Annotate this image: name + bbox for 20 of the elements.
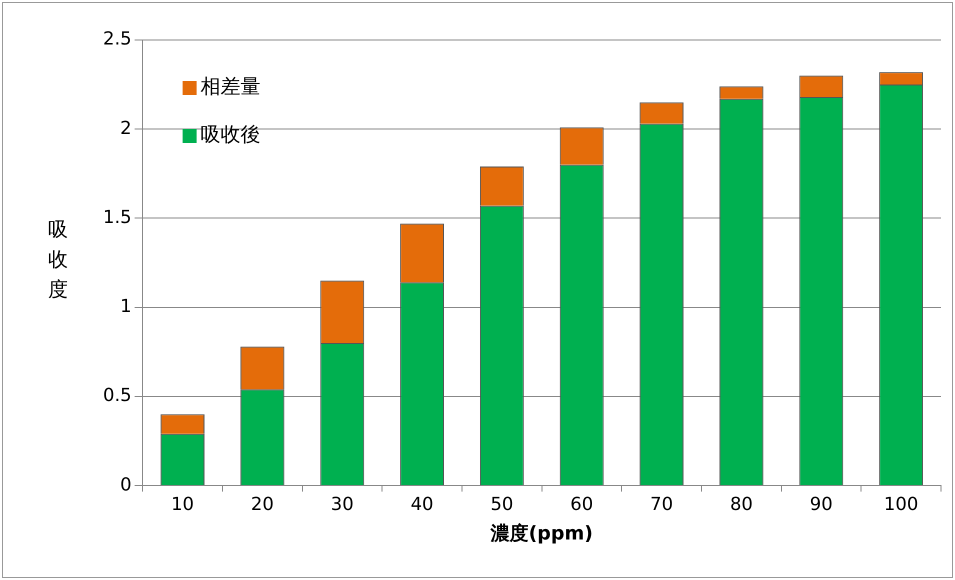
x-tick-label: 10 [171, 494, 194, 516]
x-tick-label: 20 [250, 494, 274, 516]
y-tick-label: 2 [120, 118, 132, 139]
x-axis-title: 濃度(ppm) [490, 522, 593, 545]
x-tick-label: 80 [730, 494, 753, 516]
y-tick-label: 0.5 [102, 385, 132, 406]
x-tick-label: 70 [650, 494, 674, 516]
y-tick-label: 1.5 [102, 206, 132, 228]
y-axis-title: 吸收度 [47, 216, 69, 303]
x-tick-label: 60 [570, 494, 594, 516]
y-tick-label: 0 [120, 474, 132, 496]
x-tick-label: 100 [884, 494, 918, 516]
legend-label: 相差量 [200, 74, 261, 98]
x-tick-label: 40 [410, 494, 434, 516]
y-tick-label: 1 [120, 296, 132, 318]
x-tick-label: 50 [490, 494, 514, 516]
legend-label: 吸收後 [200, 122, 261, 146]
y-tick-label: 2.5 [102, 28, 132, 50]
x-tick-label: 30 [330, 494, 354, 516]
x-tick-label: 90 [810, 494, 833, 516]
